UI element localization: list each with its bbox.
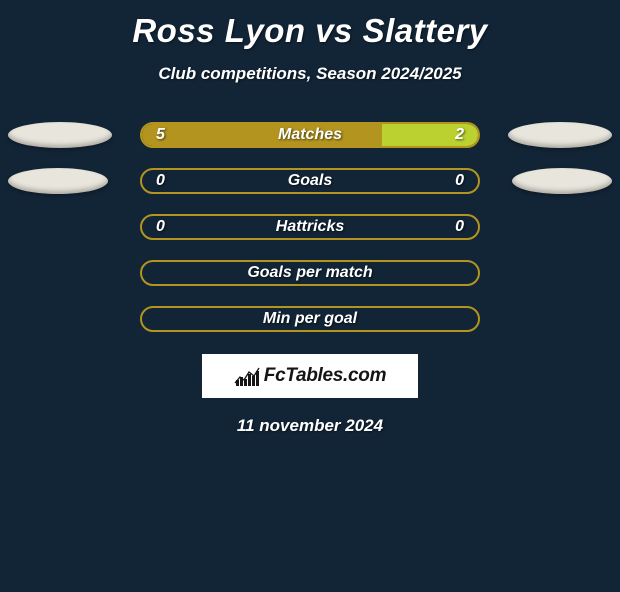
player-avatar-right: [508, 122, 612, 148]
player-avatar-left: [8, 168, 108, 194]
stat-value-left: 5: [156, 126, 165, 144]
stat-value-left: 0: [156, 218, 165, 236]
stat-value-right: 0: [455, 218, 464, 236]
page-title: Ross Lyon vs Slattery: [0, 12, 620, 50]
stat-row: 0 0 Hattricks: [0, 214, 620, 240]
footer-date: 11 november 2024: [0, 416, 620, 436]
stat-row: 0 0 Goals: [0, 168, 620, 194]
fctables-logo: FcTables.com: [202, 354, 418, 398]
stat-label: Matches: [278, 126, 342, 144]
player-avatar-right: [512, 168, 612, 194]
stat-value-left: 0: [156, 172, 165, 190]
page-subtitle: Club competitions, Season 2024/2025: [0, 64, 620, 84]
stat-value-right: 2: [455, 126, 464, 144]
stat-bar-left-fill: [142, 124, 382, 146]
stat-bar: 0 0 Hattricks: [140, 214, 480, 240]
stat-bar: Min per goal: [140, 306, 480, 332]
stat-value-right: 0: [455, 172, 464, 190]
player-avatar-left: [8, 122, 112, 148]
stat-row: Min per goal: [0, 306, 620, 332]
stat-rows: 5 2 Matches 0 0 Goals 0 0 Hattricks Goals per mat…: [0, 122, 620, 332]
stat-bar: 5 2 Matches: [140, 122, 480, 148]
chart-icon: [234, 365, 260, 387]
stat-label: Goals: [288, 172, 332, 190]
logo-text: FcTables.com: [264, 365, 386, 387]
stat-label: Hattricks: [276, 218, 344, 236]
stat-label: Goals per match: [247, 264, 372, 282]
stat-row: 5 2 Matches: [0, 122, 620, 148]
stat-bar: Goals per match: [140, 260, 480, 286]
stat-bar: 0 0 Goals: [140, 168, 480, 194]
stat-label: Min per goal: [263, 310, 357, 328]
stat-row: Goals per match: [0, 260, 620, 286]
